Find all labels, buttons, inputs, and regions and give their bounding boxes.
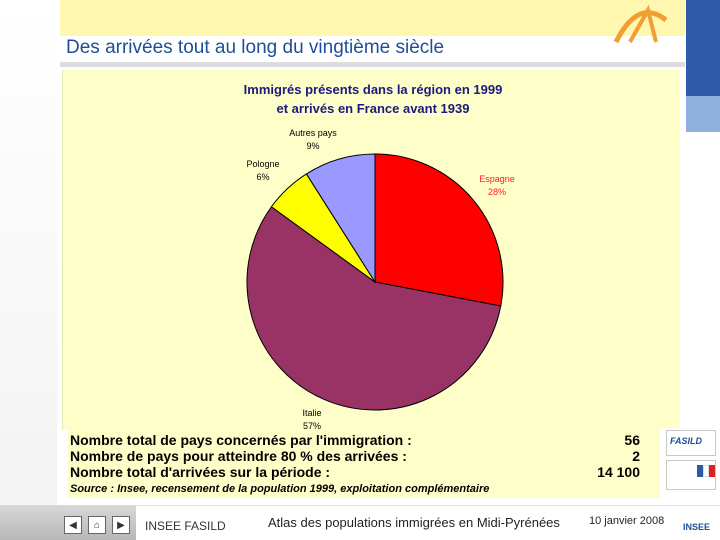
republique-francaise-logo <box>666 460 716 490</box>
pie-slice-italie <box>246 206 502 411</box>
pie-chart: Immigrés présents dans la région en 1999… <box>244 82 515 431</box>
partner-logos: FASILD <box>663 428 719 498</box>
stats-value: 2 <box>632 448 640 464</box>
stats-row-total-arrivals: Nombre total d'arrivées sur la période :… <box>70 464 658 480</box>
pie-label-name: Autres pays <box>289 128 337 138</box>
footer-publication-title: Atlas des populations immigrées en Midi-… <box>268 515 560 530</box>
pie-label-value: 6% <box>256 172 269 182</box>
pie-label-value: 9% <box>306 141 319 151</box>
footer-organizations: INSEE FASILD <box>145 519 226 533</box>
stats-label: Nombre total de pays concernés par l'imm… <box>70 432 412 448</box>
home-icon: ⌂ <box>93 519 101 531</box>
pie-labels: Espagne 28% Italie 57% Pologne 6% Autres pays 9… <box>246 128 515 431</box>
stats-label: Nombre de pays pour atteindre 80 % des a… <box>70 448 407 464</box>
stats-value: 14 100 <box>597 464 640 480</box>
triangle-left-icon: ◀ <box>69 519 77 531</box>
flag-white <box>703 465 709 477</box>
chart-title: Immigrés présents dans la région en 1999 <box>244 82 503 97</box>
footer-date: 10 janvier 2008 <box>589 515 665 527</box>
pie-slices <box>246 153 504 411</box>
flag-red <box>709 465 715 477</box>
fasild-logo-text: FASILD <box>670 436 703 446</box>
stats-row-countries: Nombre total de pays concernés par l'imm… <box>70 432 658 448</box>
right-lightblue-block <box>686 96 720 132</box>
fasild-logo: FASILD <box>666 430 716 456</box>
flag-blue <box>697 465 703 477</box>
pie-label-name: Espagne <box>479 174 515 184</box>
source-note: Source : Insee, recensement de la popula… <box>70 483 490 495</box>
stats-label: Nombre total d'arrivées sur la période : <box>70 464 331 480</box>
chart-subtitle: et arrivés en France avant 1939 <box>277 101 470 116</box>
pie-label-value: 28% <box>488 187 506 197</box>
pie-label-value: 57% <box>303 421 321 430</box>
stats-panel: Nombre total de pays concernés par l'imm… <box>68 430 660 498</box>
stats-value: 56 <box>624 432 640 448</box>
pie-label-name: Italie <box>302 408 321 418</box>
pie-slice-autres-pays <box>305 153 376 284</box>
home-button[interactable]: ⌂ <box>88 516 106 534</box>
next-slide-button[interactable]: ▶ <box>112 516 130 534</box>
triangle-right-icon: ▶ <box>117 519 125 531</box>
left-band <box>0 0 57 540</box>
insee-logo: INSEE <box>683 510 713 536</box>
chart-panel: Immigrés présents dans la région en 1999… <box>62 70 680 431</box>
pie-slice-espagne <box>374 153 504 307</box>
insee-logo-text: INSEE <box>683 522 711 532</box>
top-banner <box>60 0 685 36</box>
pie-label-name: Pologne <box>246 159 279 169</box>
atlas-logo-icon <box>613 4 668 44</box>
right-blue-block <box>686 0 720 96</box>
title-divider <box>60 62 685 67</box>
slide-title: Des arrivées tout au long du vingtième s… <box>66 37 445 58</box>
previous-slide-button[interactable]: ◀ <box>64 516 82 534</box>
stats-row-eighty-percent: Nombre de pays pour atteindre 80 % des a… <box>70 448 658 464</box>
